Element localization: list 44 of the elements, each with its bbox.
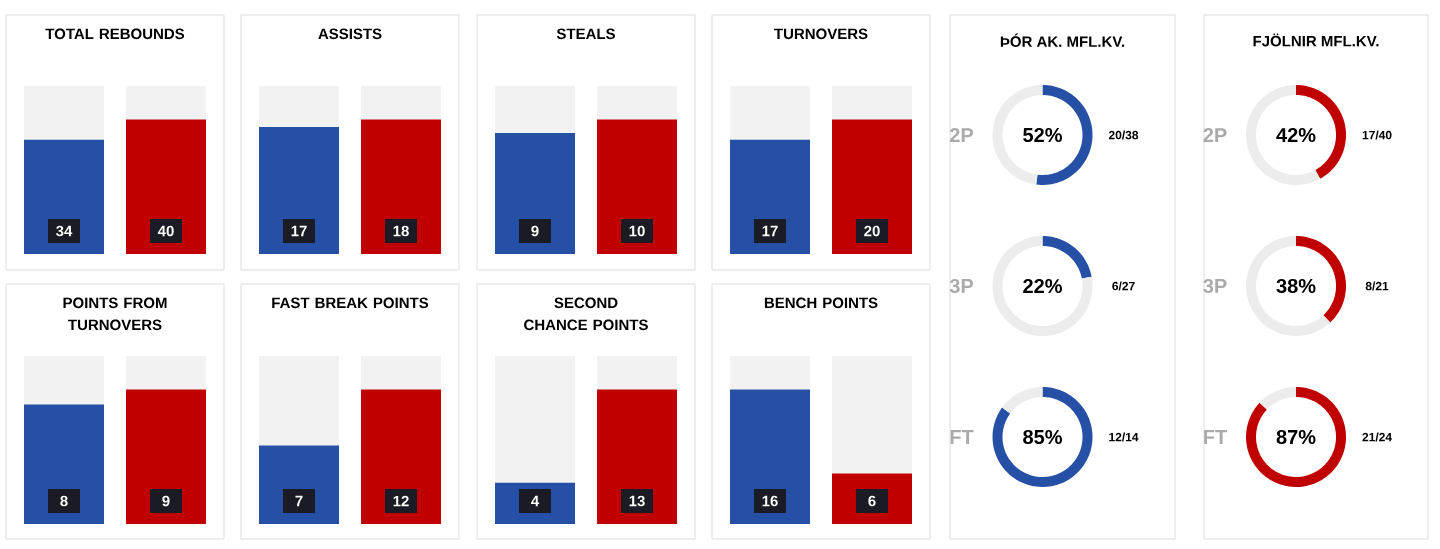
chart-title: FAST BREAK POINTS <box>272 297 429 309</box>
text: 12/14 <box>1109 432 1139 442</box>
text: 52% <box>1023 127 1062 143</box>
data-label: 8 <box>60 495 68 507</box>
text: ÞÓR AK. MFL.KV. <box>1000 33 1125 47</box>
chart-title: STEALS <box>556 28 616 40</box>
text: 85% <box>1023 429 1062 445</box>
text: 20/38 <box>1108 130 1139 140</box>
text: FJÖLNIR MFL.KV. <box>1253 33 1379 47</box>
text: 6/27 <box>1112 281 1135 291</box>
text: 38% <box>1276 278 1316 294</box>
text: 2P <box>1203 128 1227 142</box>
data-label: 4 <box>531 495 540 507</box>
text: FT <box>1204 430 1228 444</box>
data-label: 9 <box>162 495 170 507</box>
data-label: 34 <box>56 225 73 237</box>
text: 8/21 <box>1365 281 1389 291</box>
chart-title: TURNOVERS <box>774 28 868 40</box>
text: 22% <box>1023 278 1062 294</box>
text: 3P <box>1203 278 1227 294</box>
text: FT <box>950 430 974 444</box>
text: 42% <box>1276 127 1316 143</box>
text: 17/40 <box>1362 130 1392 140</box>
data-label: 6 <box>868 495 876 507</box>
data-label: 20 <box>864 225 880 237</box>
data-label: 7 <box>295 495 303 507</box>
chart-title: TOTAL REBOUNDS <box>45 28 185 40</box>
chart-title: POINTS FROM TURNOVERS <box>63 297 167 331</box>
data-label: 16 <box>762 495 778 507</box>
chart-title: ASSISTS <box>318 28 382 40</box>
data-label: 18 <box>393 225 409 237</box>
text: 21/24 <box>1362 432 1392 442</box>
text: 3P <box>949 278 974 294</box>
data-label: 17 <box>762 225 778 237</box>
data-label: 17 <box>291 225 307 237</box>
data-label: 12 <box>393 495 409 507</box>
data-label: 10 <box>629 225 645 237</box>
data-label: 9 <box>531 225 539 237</box>
text: 87% <box>1276 429 1316 445</box>
data-label: 13 <box>629 495 645 507</box>
chart-title: BENCH POINTS <box>764 297 878 309</box>
text: 2P <box>949 128 974 142</box>
data-label: 40 <box>157 225 174 237</box>
chart-title: SECOND CHANCE POINTS <box>524 297 648 331</box>
